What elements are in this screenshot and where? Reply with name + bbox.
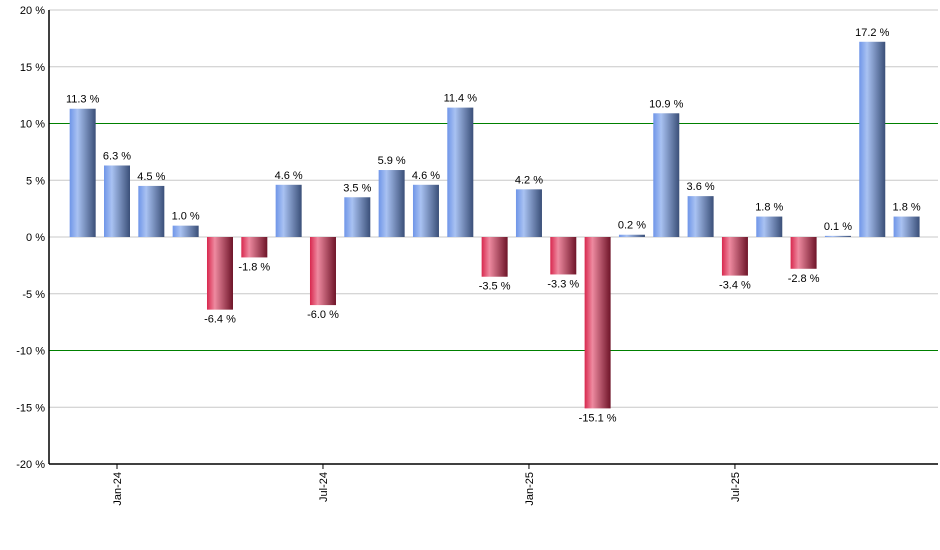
data-label: 10.9 %	[649, 98, 683, 110]
y-tick-label: -20 %	[16, 459, 45, 471]
data-label: 4.5 %	[137, 171, 165, 183]
bar	[550, 237, 577, 275]
data-label: 1.8 %	[893, 202, 921, 214]
data-label: 11.3 %	[66, 94, 100, 106]
bar	[859, 41, 886, 237]
bar	[344, 197, 371, 237]
y-tick-label: -5 %	[22, 289, 45, 301]
data-label: -6.4 %	[204, 314, 236, 326]
x-tick-label: Jul-25	[730, 472, 742, 502]
data-label: 0.2 %	[618, 220, 646, 232]
y-tick-label: 15 %	[20, 62, 45, 74]
data-label: 1.8 %	[755, 202, 783, 214]
bar	[721, 237, 748, 276]
data-label: 11.4 %	[444, 93, 478, 105]
bar	[618, 234, 645, 237]
bar	[515, 189, 542, 237]
data-label: -6.0 %	[307, 309, 339, 321]
data-label: 1.0 %	[172, 211, 200, 223]
bar	[447, 107, 474, 237]
bar	[893, 216, 920, 237]
bar	[138, 185, 165, 237]
data-label: 4.6 %	[412, 170, 440, 182]
bar	[241, 237, 268, 258]
bar	[687, 196, 714, 237]
bar	[790, 237, 817, 269]
bar	[172, 225, 199, 237]
data-label: 3.6 %	[687, 181, 715, 193]
bar	[756, 216, 783, 237]
y-tick-label: -15 %	[16, 402, 45, 414]
data-label: -2.8 %	[788, 273, 820, 285]
bar	[824, 235, 851, 237]
bar	[69, 108, 96, 238]
y-tick-label: 10 %	[20, 119, 45, 131]
data-label: 4.6 %	[275, 170, 303, 182]
data-label: -3.4 %	[719, 280, 751, 292]
data-label: 17.2 %	[855, 27, 889, 39]
bar	[104, 165, 130, 237]
x-tick-label: Jan-25	[524, 472, 536, 506]
data-label: -3.5 %	[479, 281, 511, 293]
data-label: 4.2 %	[515, 174, 543, 186]
bar	[481, 237, 508, 277]
bar	[653, 113, 680, 237]
data-label: -15.1 %	[579, 412, 617, 424]
y-tick-label: 0 %	[26, 232, 45, 244]
bar	[206, 237, 233, 310]
bar	[378, 170, 405, 237]
data-label: -1.8 %	[238, 261, 270, 273]
y-tick-label: 5 %	[26, 175, 45, 187]
data-label: -3.3 %	[547, 278, 579, 290]
x-tick-label: Jul-24	[318, 472, 330, 502]
bar	[309, 237, 336, 306]
bar	[412, 184, 439, 237]
data-label: 3.5 %	[343, 182, 371, 194]
x-tick-label: Jan-24	[112, 472, 124, 506]
data-label: 6.3 %	[103, 150, 131, 162]
bar	[584, 237, 611, 409]
bar	[275, 184, 302, 237]
data-label: 0.1 %	[824, 221, 852, 233]
data-label: 5.9 %	[378, 155, 406, 167]
y-tick-label: 20 %	[20, 5, 45, 17]
y-tick-label: -10 %	[16, 346, 45, 358]
